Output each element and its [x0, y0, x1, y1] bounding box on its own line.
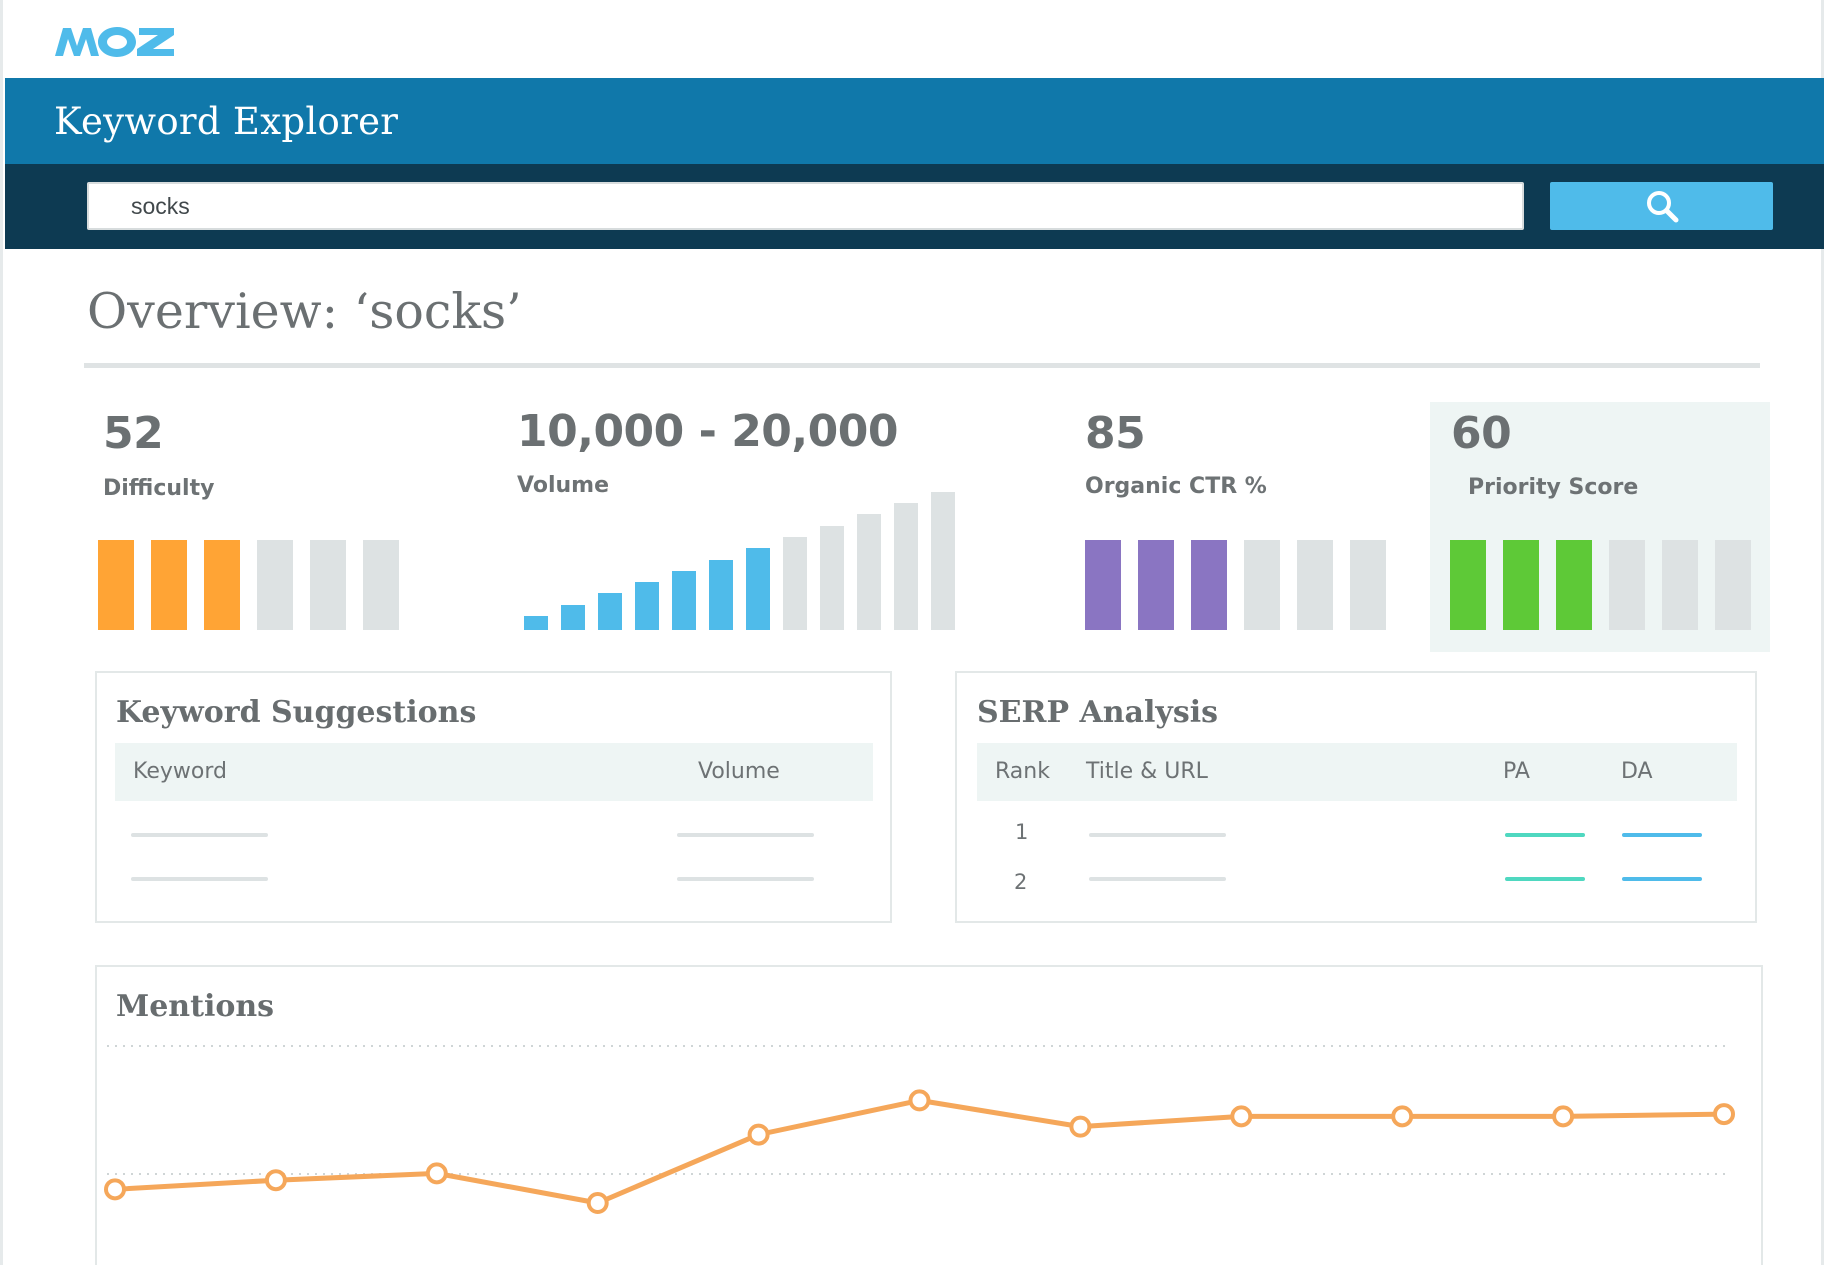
pa-bar [1505, 833, 1585, 837]
overview-divider [84, 363, 1760, 368]
search-bar [5, 164, 1824, 249]
serp-analysis-panel: SERP Analysis Rank Title & URL PA DA 1 2 [955, 671, 1757, 923]
search-icon [1646, 191, 1678, 223]
difficulty-label: Difficulty [103, 476, 215, 501]
ctr-value: 85 [1085, 408, 1146, 459]
metric-bar-segment [1085, 540, 1121, 630]
metric-bar-segment [1297, 540, 1333, 630]
column-volume[interactable]: Volume [698, 759, 780, 784]
volume-bar-segment [894, 503, 918, 630]
metric-bar-segment [1138, 540, 1174, 630]
page-title: Overview: ‘socks’ [87, 283, 522, 340]
pa-bar [1505, 877, 1585, 881]
column-title-url[interactable]: Title & URL [1086, 759, 1208, 784]
metric-bar-segment [1350, 540, 1386, 630]
mentions-line [114, 1097, 1725, 1206]
volume-bar-segment [783, 536, 807, 630]
keyword-row-placeholder [131, 833, 268, 837]
difficulty-bars [98, 540, 399, 630]
difficulty-value: 52 [103, 408, 164, 459]
metric-bar-segment [1191, 540, 1227, 630]
da-bar [1622, 877, 1702, 881]
mentions-panel: Mentions [95, 965, 1763, 1265]
title-url-placeholder [1089, 877, 1226, 881]
metric-bar-segment [1244, 540, 1280, 630]
mentions-point [586, 1192, 609, 1214]
serp-table-header: Rank Title & URL PA DA [977, 743, 1737, 801]
mentions-point [1713, 1103, 1735, 1126]
column-pa[interactable]: PA [1503, 759, 1530, 784]
metric-bar-segment [151, 540, 187, 630]
volume-bar-segment [635, 582, 659, 630]
priority-value: 60 [1451, 408, 1512, 459]
search-input[interactable] [87, 182, 1524, 230]
volume-bar-segment [857, 514, 881, 630]
volume-bar-segment [931, 491, 955, 630]
app-title: Keyword Explorer [54, 100, 399, 143]
mentions-point [425, 1162, 448, 1185]
metric-bar-segment [1556, 540, 1592, 630]
keyword-table-header: Keyword Volume [115, 743, 873, 801]
column-keyword[interactable]: Keyword [133, 759, 227, 784]
mentions-title: Mentions [116, 989, 275, 1024]
mentions-point [264, 1169, 287, 1192]
volume-row-placeholder [677, 833, 814, 837]
moz-logo-mark [55, 27, 174, 57]
volume-bars [524, 490, 955, 630]
priority-bars [1450, 540, 1751, 630]
mentions-point [1391, 1105, 1414, 1128]
volume-value: 10,000 - 20,000 [517, 406, 898, 457]
mentions-point [1069, 1115, 1092, 1138]
rank-number: 1 [1015, 820, 1029, 844]
mentions-point [1552, 1105, 1575, 1128]
keyword-suggestions-title: Keyword Suggestions [116, 695, 477, 730]
da-bar [1622, 833, 1702, 837]
moz-logo[interactable] [53, 22, 177, 62]
volume-bar-segment [672, 570, 696, 630]
metric-bar-segment [363, 540, 399, 630]
serp-analysis-title: SERP Analysis [977, 695, 1218, 730]
mentions-point [104, 1178, 126, 1201]
metric-bar-segment [1450, 540, 1486, 630]
volume-label: Volume [517, 473, 609, 498]
mentions-point [1230, 1105, 1253, 1128]
search-button[interactable] [1550, 182, 1773, 230]
volume-bar-segment [598, 593, 622, 630]
metric-bar-segment [257, 540, 293, 630]
mentions-chart [104, 1045, 1735, 1214]
volume-bar-segment [746, 548, 770, 630]
volume-bar-segment [820, 525, 844, 630]
metric-bar-segment [204, 540, 240, 630]
metric-bar-segment [98, 540, 134, 630]
volume-bar-segment [524, 616, 548, 630]
metric-bar-segment [1609, 540, 1645, 630]
mentions-point [908, 1089, 931, 1112]
priority-score-card [1430, 402, 1770, 652]
title-url-placeholder [1089, 833, 1226, 837]
mentions-point [747, 1123, 770, 1146]
keyword-row-placeholder [131, 877, 268, 881]
ctr-label: Organic CTR % [1085, 474, 1267, 499]
metric-bar-segment [1503, 540, 1539, 630]
title-bar: Keyword Explorer [5, 78, 1824, 164]
volume-bar-segment [709, 559, 733, 630]
volume-row-placeholder [677, 877, 814, 881]
metric-bar-segment [1662, 540, 1698, 630]
metric-bar-segment [310, 540, 346, 630]
priority-label: Priority Score [1468, 475, 1639, 500]
metric-bar-segment [1715, 540, 1751, 630]
ctr-bars [1085, 540, 1386, 630]
keyword-suggestions-panel: Keyword Suggestions Keyword Volume [95, 671, 892, 923]
volume-bar-segment [561, 604, 585, 630]
column-rank[interactable]: Rank [995, 759, 1050, 784]
rank-number: 2 [1014, 870, 1028, 894]
column-da[interactable]: DA [1621, 759, 1653, 784]
